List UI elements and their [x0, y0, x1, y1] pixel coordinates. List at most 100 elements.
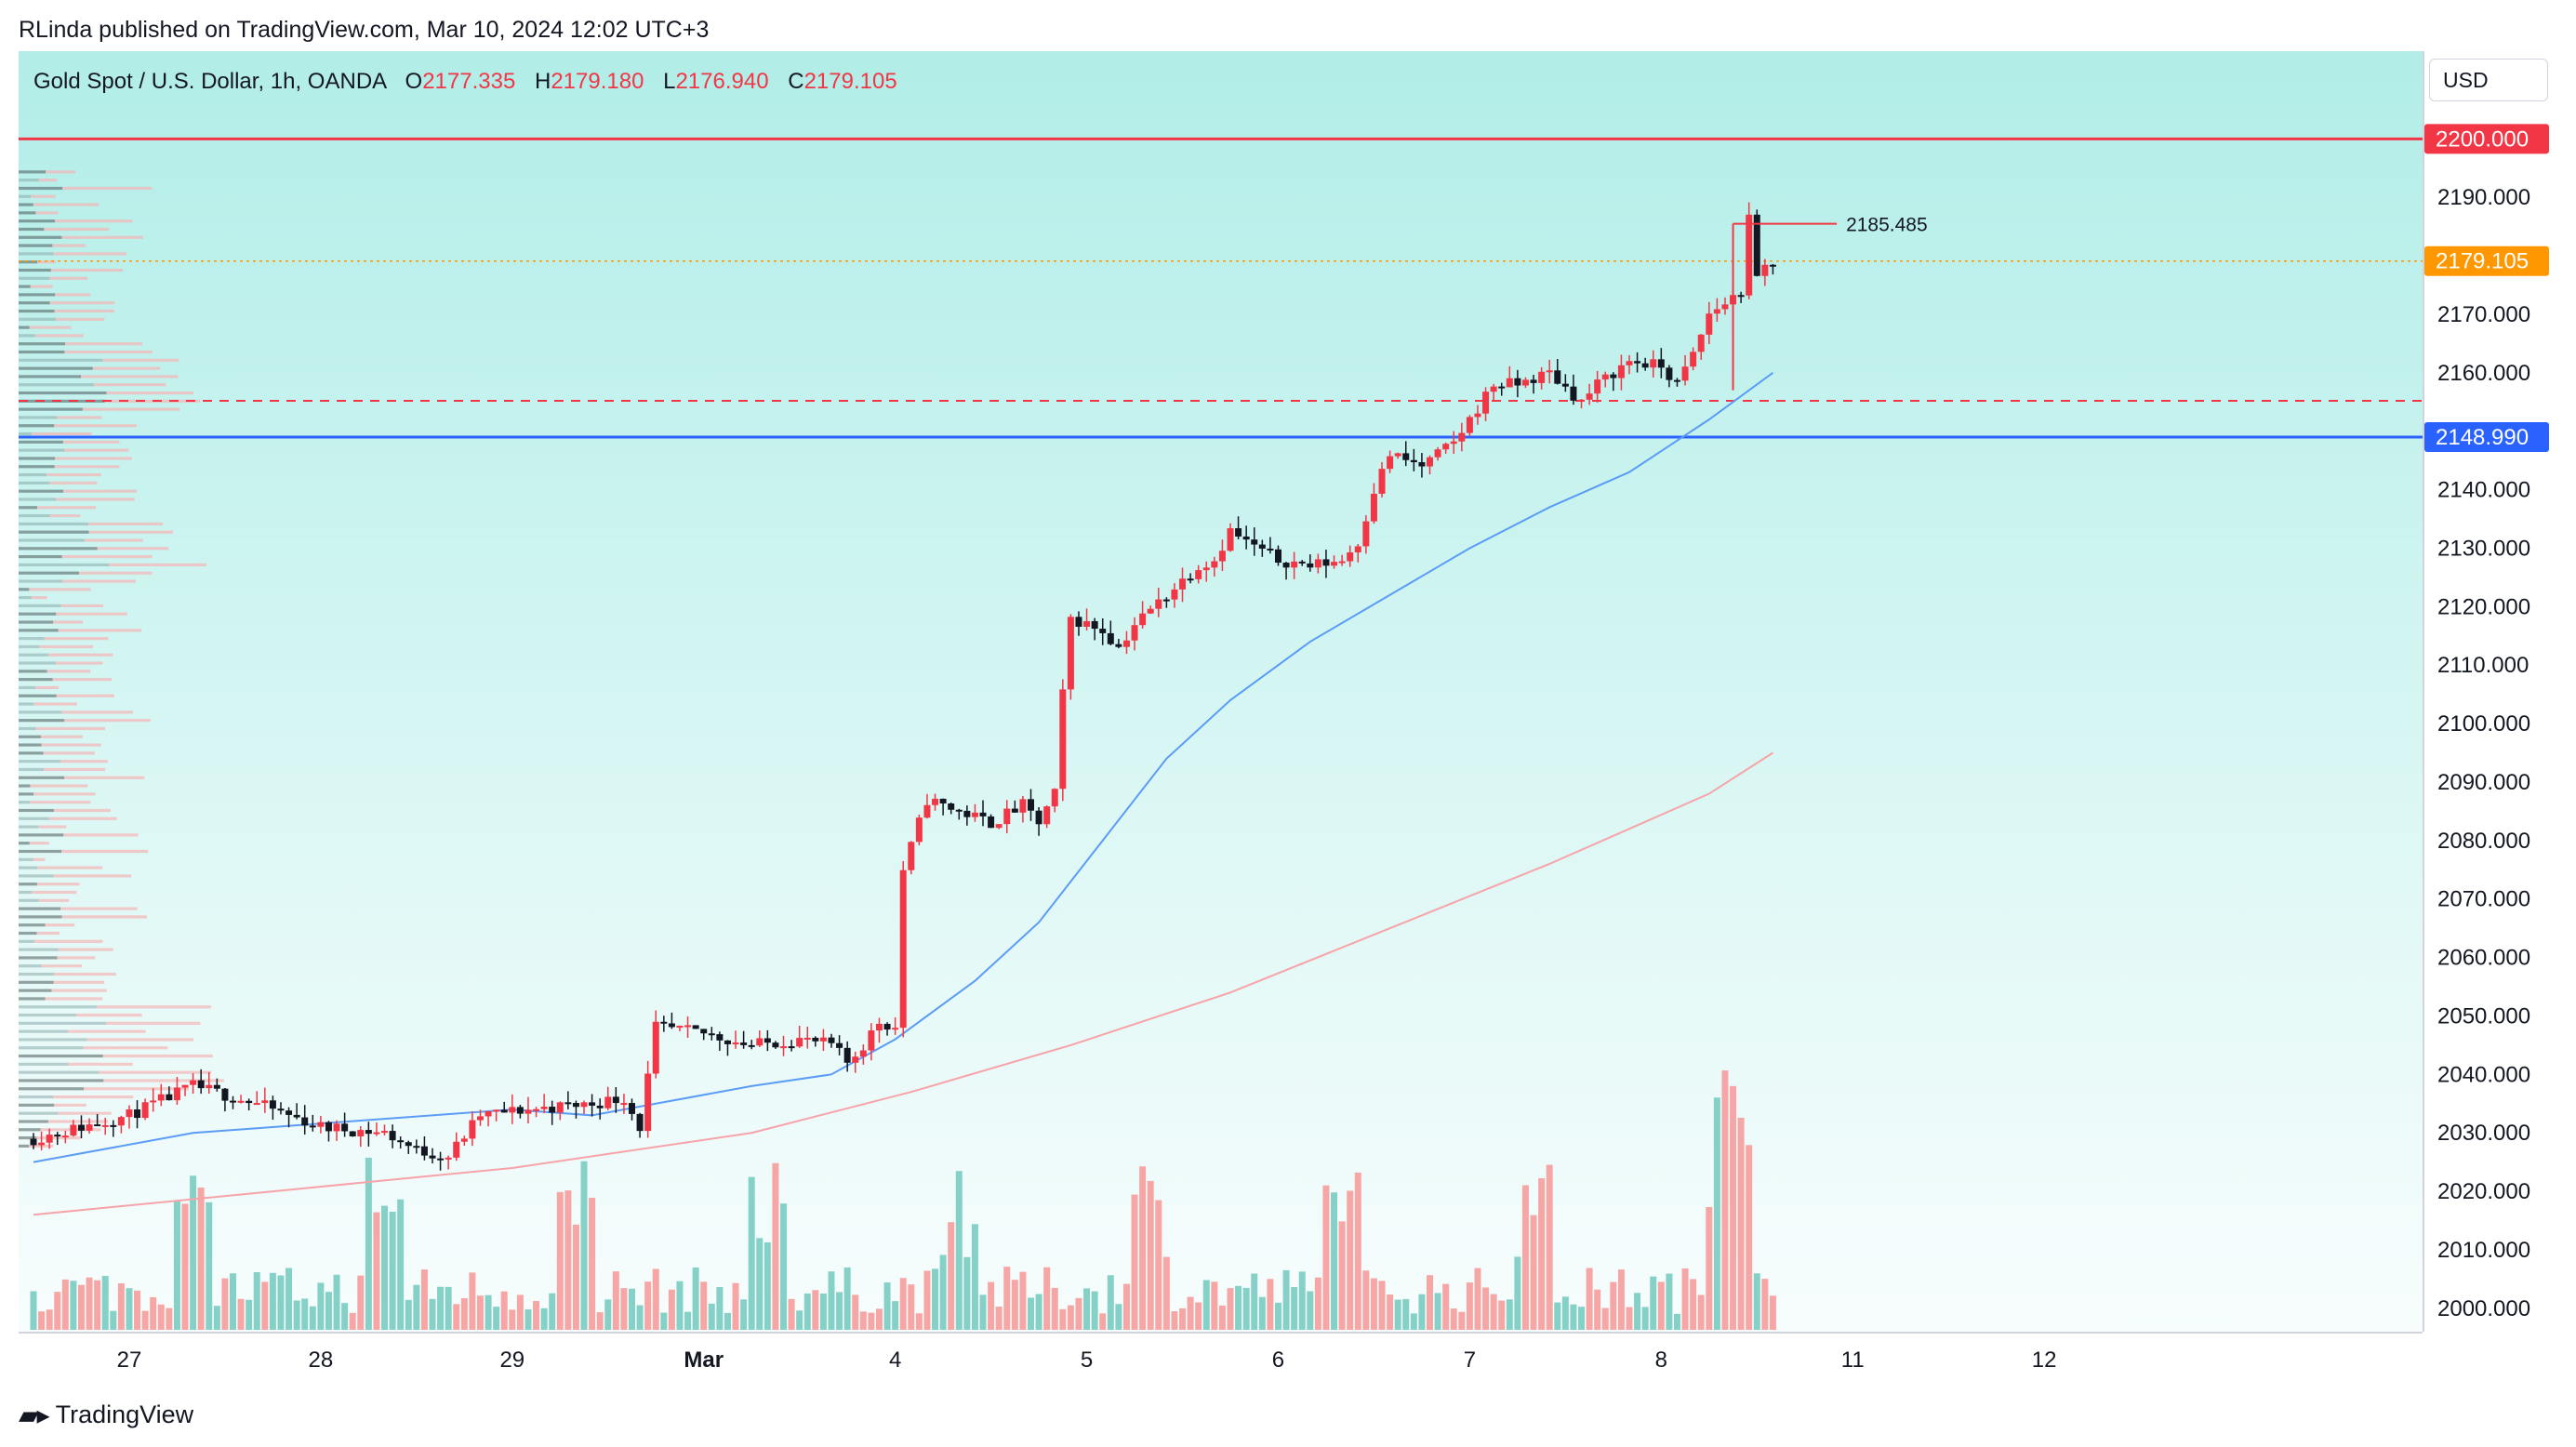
- volume-profile-bar-dark: [19, 776, 65, 779]
- volume-profile-bar-light: [29, 588, 91, 591]
- symbol-legend[interactable]: Gold Spot / U.S. Dollar, 1h, OANDA O2177…: [33, 69, 897, 95]
- volume-bar: [1410, 1313, 1417, 1330]
- candle-body: [1610, 374, 1617, 378]
- volume-profile-bar-light: [49, 276, 88, 280]
- volume-bar: [1427, 1275, 1433, 1330]
- volume-bar: [246, 1299, 253, 1330]
- volume-profile-bar-dark: [19, 1054, 103, 1058]
- volume-profile-bar-light: [49, 481, 98, 485]
- volume-bar: [971, 1224, 978, 1330]
- volume-profile-bar-light: [68, 1062, 133, 1066]
- volume-profile-bar-dark: [19, 792, 34, 796]
- low-value: 2176.940: [675, 69, 769, 94]
- volume-profile-bar-light: [82, 407, 180, 411]
- volume-profile-bar-dark: [19, 972, 55, 976]
- candle-body: [1298, 561, 1306, 564]
- volume-profile-bar-dark: [19, 964, 42, 968]
- price-axis[interactable]: 2190.0002180.0002170.0002160.0002150.000…: [2423, 51, 2576, 1332]
- volume-bar: [1554, 1302, 1561, 1330]
- volume-profile-bar-light: [53, 980, 105, 984]
- volume-bar: [1594, 1289, 1601, 1330]
- volume-profile-bar-light: [55, 317, 105, 321]
- volume-bar: [1681, 1268, 1689, 1330]
- volume-bar: [756, 1238, 764, 1330]
- volume-bar: [939, 1255, 947, 1330]
- volume-profile-bar-light: [54, 219, 133, 223]
- candle-body: [684, 1025, 692, 1028]
- volume-profile-bar-dark: [19, 301, 50, 305]
- volume-bar: [732, 1282, 739, 1330]
- footer-brand[interactable]: ▰▸ TradingView: [19, 1400, 193, 1430]
- candle-body: [1059, 689, 1067, 790]
- candle-body: [1227, 528, 1234, 551]
- high-label: H: [534, 69, 551, 94]
- volume-profile-bar-dark: [19, 513, 50, 518]
- candle-body: [549, 1107, 556, 1113]
- time-axis[interactable]: 27 28 29 Mar 4 5 6 7 8 11 12: [19, 1332, 2423, 1385]
- candle-body: [1035, 810, 1042, 825]
- volume-profile-bar-light: [31, 890, 77, 895]
- volume-bar: [1586, 1268, 1593, 1330]
- volume-profile-bar-dark: [19, 685, 36, 690]
- volume-bar: [1003, 1267, 1011, 1330]
- volume-bar: [1314, 1277, 1321, 1330]
- candle-body: [1442, 444, 1450, 450]
- volume-bar: [1458, 1311, 1466, 1330]
- volume-profile-bar-light: [54, 465, 120, 469]
- volume-bar: [221, 1278, 229, 1330]
- candle-body: [692, 1025, 699, 1029]
- volume-bar: [1091, 1291, 1098, 1330]
- volume-profile-bar-light: [37, 866, 103, 870]
- volume-bar: [700, 1281, 708, 1330]
- candle-body: [197, 1080, 205, 1089]
- volume-profile-bar-dark: [19, 833, 64, 837]
- candle-body: [1019, 799, 1027, 813]
- candle-body: [1195, 570, 1202, 579]
- volume-bar: [1474, 1268, 1481, 1330]
- volume-profile-bar-dark: [19, 268, 51, 272]
- volume-profile-bar-light: [36, 883, 80, 886]
- volume-bar: [1035, 1294, 1042, 1330]
- candle-body: [1291, 561, 1298, 568]
- volume-bar: [469, 1272, 476, 1330]
- volume-bar: [1706, 1206, 1713, 1330]
- candle-body: [1131, 625, 1138, 641]
- volume-profile-bar-dark: [19, 931, 37, 936]
- volume-profile-bar-dark: [19, 874, 54, 878]
- volume-profile-bar-light: [41, 743, 101, 747]
- volume-bar: [413, 1284, 420, 1330]
- candle-body: [221, 1088, 229, 1101]
- candle-body: [1147, 608, 1154, 614]
- volume-bar: [819, 1293, 827, 1330]
- candle-body: [1387, 456, 1394, 470]
- price-tick-label: 2100.000: [2437, 711, 2530, 737]
- volume-bar: [1291, 1287, 1298, 1330]
- volume-profile-bar-light: [46, 170, 76, 174]
- volume-bar: [1075, 1297, 1082, 1330]
- candle-body: [915, 817, 923, 843]
- candle-body: [110, 1124, 117, 1127]
- chart-pane[interactable]: 2185.485: [19, 51, 2423, 1332]
- volume-bar: [437, 1286, 445, 1330]
- volume-bar: [780, 1203, 788, 1330]
- volume-bar: [516, 1294, 524, 1330]
- candle-body: [173, 1087, 180, 1101]
- candle-body: [261, 1100, 269, 1104]
- currency-button[interactable]: USD: [2429, 59, 2548, 101]
- volume-profile-bar-dark: [19, 1079, 104, 1082]
- volume-profile-bar-dark: [19, 997, 46, 1001]
- price-chart-svg[interactable]: 2185.485: [19, 51, 2423, 1332]
- volume-bar: [883, 1282, 891, 1330]
- candle-body: [1314, 559, 1321, 568]
- candle-body: [892, 1028, 899, 1030]
- candle-body: [38, 1142, 46, 1146]
- candle-body: [1091, 620, 1098, 630]
- volume-profile-bar-light: [44, 767, 106, 772]
- volume-profile-bar-light: [49, 301, 115, 305]
- annotation-label: 2185.485: [1846, 215, 1928, 236]
- volume-bar: [117, 1283, 125, 1330]
- candle-body: [1162, 599, 1170, 602]
- volume-bar: [301, 1298, 309, 1330]
- volume-profile-bar-dark: [19, 629, 59, 632]
- volume-profile-bar-dark: [19, 661, 56, 665]
